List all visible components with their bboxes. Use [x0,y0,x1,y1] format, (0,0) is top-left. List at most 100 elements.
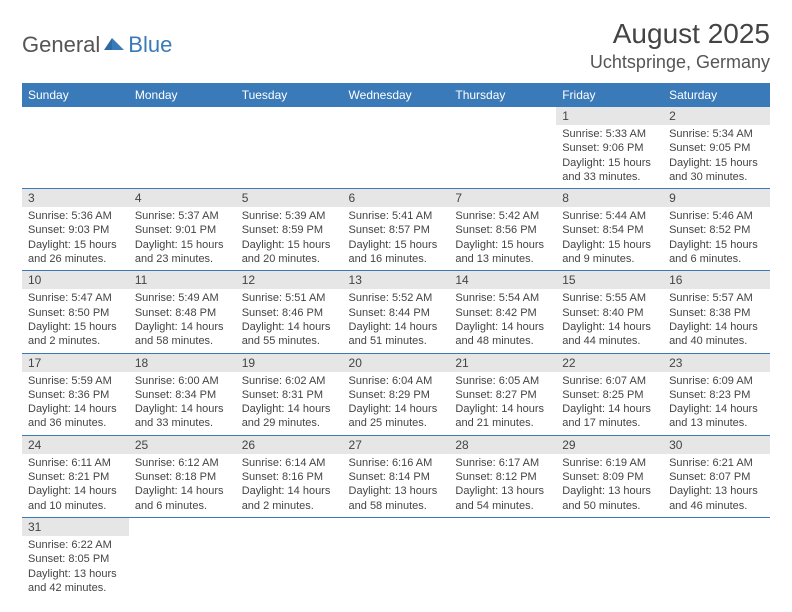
date-number: 2 [663,107,770,125]
date-number: 18 [129,354,236,372]
day-cell: 2Sunrise: 5:34 AMSunset: 9:05 PMDaylight… [663,107,770,189]
title-block: August 2025 Uchtspringe, Germany [590,18,770,73]
day-cell: 7Sunrise: 5:42 AMSunset: 8:56 PMDaylight… [449,189,556,271]
day-details: Sunrise: 5:51 AMSunset: 8:46 PMDaylight:… [236,289,343,352]
date-number: 23 [663,354,770,372]
day-cell: 14Sunrise: 5:54 AMSunset: 8:42 PMDayligh… [449,271,556,353]
day-details: Sunrise: 5:44 AMSunset: 8:54 PMDaylight:… [556,207,663,270]
day-header-row: SundayMondayTuesdayWednesdayThursdayFrid… [22,83,770,107]
day-header: Sunday [22,83,129,107]
day-cell: 28Sunrise: 6:17 AMSunset: 8:12 PMDayligh… [449,435,556,517]
day-details: Sunrise: 5:33 AMSunset: 9:06 PMDaylight:… [556,125,663,188]
day-details: Sunrise: 5:36 AMSunset: 9:03 PMDaylight:… [22,207,129,270]
logo-text-right: Blue [128,32,172,58]
day-cell: 15Sunrise: 5:55 AMSunset: 8:40 PMDayligh… [556,271,663,353]
day-details: Sunrise: 6:04 AMSunset: 8:29 PMDaylight:… [343,372,450,435]
date-number: 29 [556,436,663,454]
day-details: Sunrise: 5:42 AMSunset: 8:56 PMDaylight:… [449,207,556,270]
day-header: Monday [129,83,236,107]
day-header: Tuesday [236,83,343,107]
date-number: 24 [22,436,129,454]
day-details: Sunrise: 5:49 AMSunset: 8:48 PMDaylight:… [129,289,236,352]
logo: General Blue [22,18,172,58]
calendar-table: SundayMondayTuesdayWednesdayThursdayFrid… [22,83,770,599]
date-number: 26 [236,436,343,454]
logo-text-left: General [22,32,100,58]
logo-flag-icon [104,36,126,57]
empty-cell [22,107,129,189]
day-details: Sunrise: 5:59 AMSunset: 8:36 PMDaylight:… [22,372,129,435]
day-cell: 5Sunrise: 5:39 AMSunset: 8:59 PMDaylight… [236,189,343,271]
date-number: 22 [556,354,663,372]
date-number: 7 [449,189,556,207]
day-details: Sunrise: 5:34 AMSunset: 9:05 PMDaylight:… [663,125,770,188]
day-details: Sunrise: 5:46 AMSunset: 8:52 PMDaylight:… [663,207,770,270]
date-number: 14 [449,271,556,289]
date-number: 19 [236,354,343,372]
date-number: 28 [449,436,556,454]
date-number: 12 [236,271,343,289]
day-cell: 22Sunrise: 6:07 AMSunset: 8:25 PMDayligh… [556,353,663,435]
day-cell: 10Sunrise: 5:47 AMSunset: 8:50 PMDayligh… [22,271,129,353]
day-details: Sunrise: 6:05 AMSunset: 8:27 PMDaylight:… [449,372,556,435]
day-cell: 26Sunrise: 6:14 AMSunset: 8:16 PMDayligh… [236,435,343,517]
day-details: Sunrise: 5:39 AMSunset: 8:59 PMDaylight:… [236,207,343,270]
calendar-row: 31Sunrise: 6:22 AMSunset: 8:05 PMDayligh… [22,517,770,599]
date-number: 6 [343,189,450,207]
day-cell: 11Sunrise: 5:49 AMSunset: 8:48 PMDayligh… [129,271,236,353]
day-cell: 16Sunrise: 5:57 AMSunset: 8:38 PMDayligh… [663,271,770,353]
date-number: 15 [556,271,663,289]
day-details: Sunrise: 6:19 AMSunset: 8:09 PMDaylight:… [556,454,663,517]
day-header: Thursday [449,83,556,107]
date-number: 25 [129,436,236,454]
empty-cell [449,517,556,599]
calendar-row: 3Sunrise: 5:36 AMSunset: 9:03 PMDaylight… [22,189,770,271]
day-cell: 6Sunrise: 5:41 AMSunset: 8:57 PMDaylight… [343,189,450,271]
calendar-row: 24Sunrise: 6:11 AMSunset: 8:21 PMDayligh… [22,435,770,517]
day-details: Sunrise: 6:12 AMSunset: 8:18 PMDaylight:… [129,454,236,517]
day-cell: 18Sunrise: 6:00 AMSunset: 8:34 PMDayligh… [129,353,236,435]
date-number: 17 [22,354,129,372]
header: General Blue August 2025 Uchtspringe, Ge… [22,18,770,73]
day-details: Sunrise: 5:52 AMSunset: 8:44 PMDaylight:… [343,289,450,352]
calendar-row: 1Sunrise: 5:33 AMSunset: 9:06 PMDaylight… [22,107,770,189]
day-cell: 24Sunrise: 6:11 AMSunset: 8:21 PMDayligh… [22,435,129,517]
empty-cell [129,517,236,599]
date-number: 27 [343,436,450,454]
date-number: 31 [22,518,129,536]
day-details: Sunrise: 5:41 AMSunset: 8:57 PMDaylight:… [343,207,450,270]
date-number: 3 [22,189,129,207]
empty-cell [556,517,663,599]
date-number: 13 [343,271,450,289]
day-details: Sunrise: 6:14 AMSunset: 8:16 PMDaylight:… [236,454,343,517]
month-title: August 2025 [590,18,770,50]
empty-cell [236,107,343,189]
day-header: Wednesday [343,83,450,107]
location: Uchtspringe, Germany [590,52,770,73]
date-number: 9 [663,189,770,207]
calendar-page: General Blue August 2025 Uchtspringe, Ge… [0,0,792,609]
empty-cell [449,107,556,189]
day-details: Sunrise: 5:37 AMSunset: 9:01 PMDaylight:… [129,207,236,270]
empty-cell [663,517,770,599]
date-number: 8 [556,189,663,207]
day-cell: 20Sunrise: 6:04 AMSunset: 8:29 PMDayligh… [343,353,450,435]
date-number: 20 [343,354,450,372]
day-cell: 21Sunrise: 6:05 AMSunset: 8:27 PMDayligh… [449,353,556,435]
day-details: Sunrise: 5:55 AMSunset: 8:40 PMDaylight:… [556,289,663,352]
empty-cell [343,107,450,189]
date-number: 5 [236,189,343,207]
day-details: Sunrise: 5:47 AMSunset: 8:50 PMDaylight:… [22,289,129,352]
day-cell: 23Sunrise: 6:09 AMSunset: 8:23 PMDayligh… [663,353,770,435]
day-cell: 8Sunrise: 5:44 AMSunset: 8:54 PMDaylight… [556,189,663,271]
day-cell: 1Sunrise: 5:33 AMSunset: 9:06 PMDaylight… [556,107,663,189]
day-header: Friday [556,83,663,107]
day-details: Sunrise: 6:17 AMSunset: 8:12 PMDaylight:… [449,454,556,517]
day-cell: 9Sunrise: 5:46 AMSunset: 8:52 PMDaylight… [663,189,770,271]
day-cell: 31Sunrise: 6:22 AMSunset: 8:05 PMDayligh… [22,517,129,599]
day-details: Sunrise: 5:54 AMSunset: 8:42 PMDaylight:… [449,289,556,352]
day-details: Sunrise: 6:11 AMSunset: 8:21 PMDaylight:… [22,454,129,517]
date-number: 30 [663,436,770,454]
date-number: 16 [663,271,770,289]
day-cell: 30Sunrise: 6:21 AMSunset: 8:07 PMDayligh… [663,435,770,517]
